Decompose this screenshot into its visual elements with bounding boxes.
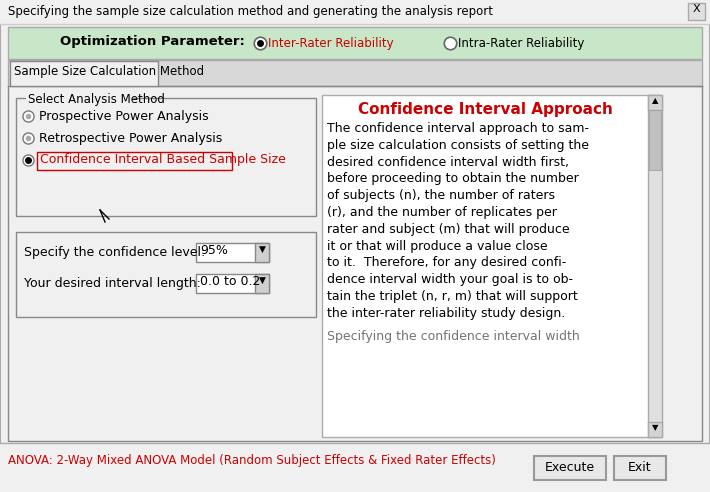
Text: Optimization Parameter:: Optimization Parameter: <box>60 35 245 48</box>
Bar <box>255 243 269 262</box>
Text: ▼: ▼ <box>258 245 266 254</box>
Text: Confidence Interval Approach: Confidence Interval Approach <box>358 102 613 117</box>
Text: it or that will produce a value close: it or that will produce a value close <box>327 240 547 252</box>
Bar <box>26 93 132 105</box>
Bar <box>37 152 232 170</box>
Text: ▲: ▲ <box>652 96 658 105</box>
Bar <box>649 110 661 170</box>
Text: Exit: Exit <box>628 461 652 474</box>
Text: before proceeding to obtain the number: before proceeding to obtain the number <box>327 172 579 185</box>
Text: 0.0 to 0.2: 0.0 to 0.2 <box>200 275 261 288</box>
Bar <box>614 456 666 480</box>
Text: Specify the confidence level:: Specify the confidence level: <box>24 246 205 259</box>
Bar <box>648 422 662 437</box>
Text: Retrospective Power Analysis: Retrospective Power Analysis <box>39 132 222 145</box>
Bar <box>534 456 606 480</box>
Text: ple size calculation consists of setting the: ple size calculation consists of setting… <box>327 139 589 152</box>
Text: Sample Size Calculation Method: Sample Size Calculation Method <box>14 65 204 78</box>
Bar <box>648 95 662 437</box>
Bar <box>10 61 158 86</box>
Text: Specifying the confidence interval width: Specifying the confidence interval width <box>327 330 580 343</box>
Bar <box>688 3 705 20</box>
Text: Specifying the sample size calculation method and generating the analysis report: Specifying the sample size calculation m… <box>8 5 493 18</box>
Text: dence interval width your goal is to ob-: dence interval width your goal is to ob- <box>327 273 573 286</box>
Text: Execute: Execute <box>545 461 595 474</box>
Bar <box>0 443 710 492</box>
Text: (r), and the number of replicates per: (r), and the number of replicates per <box>327 206 557 219</box>
Text: ANOVA: 2-Way Mixed ANOVA Model (Random Subject Effects & Fixed Rater Effects): ANOVA: 2-Way Mixed ANOVA Model (Random S… <box>8 454 496 467</box>
Text: X: X <box>693 4 700 14</box>
Bar <box>255 274 269 293</box>
Text: ▼: ▼ <box>258 276 266 285</box>
Text: Select Analysis Method: Select Analysis Method <box>28 93 165 106</box>
Text: Your desired interval length:: Your desired interval length: <box>24 277 201 290</box>
Text: tain the triplet (n, r, m) that will support: tain the triplet (n, r, m) that will sup… <box>327 290 578 303</box>
Bar <box>16 98 316 216</box>
Text: 95%: 95% <box>200 244 228 257</box>
Bar <box>8 60 702 88</box>
Text: desired confidence interval width first,: desired confidence interval width first, <box>327 155 569 169</box>
Bar <box>16 232 316 317</box>
Bar <box>196 243 269 262</box>
Bar <box>8 86 702 441</box>
Bar <box>322 95 660 437</box>
Text: to it.  Therefore, for any desired confi-: to it. Therefore, for any desired confi- <box>327 256 567 270</box>
Text: of subjects (n), the number of raters: of subjects (n), the number of raters <box>327 189 555 202</box>
Bar <box>0 0 710 24</box>
Text: Prospective Power Analysis: Prospective Power Analysis <box>39 110 209 123</box>
Text: ▼: ▼ <box>652 423 658 432</box>
Text: Inter-Rater Reliability: Inter-Rater Reliability <box>268 37 393 50</box>
Bar <box>8 27 702 59</box>
Text: Confidence Interval Based Sample Size: Confidence Interval Based Sample Size <box>40 153 286 166</box>
Text: the inter-rater reliability study design.: the inter-rater reliability study design… <box>327 307 565 320</box>
Text: rater and subject (m) that will produce: rater and subject (m) that will produce <box>327 223 569 236</box>
Bar <box>196 274 269 293</box>
Text: The confidence interval approach to sam-: The confidence interval approach to sam- <box>327 122 589 135</box>
Bar <box>648 95 662 110</box>
Text: Intra-Rater Reliability: Intra-Rater Reliability <box>458 37 584 50</box>
